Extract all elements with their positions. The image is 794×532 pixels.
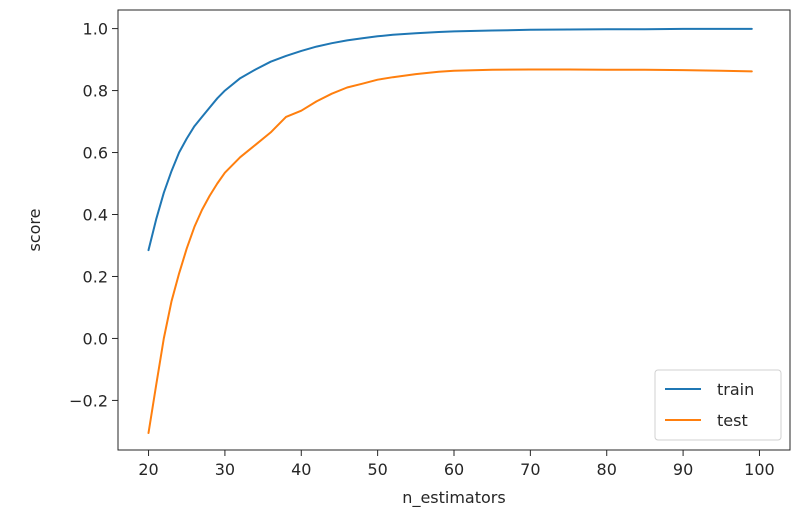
y-tick-label: 0.4 xyxy=(83,206,108,225)
x-tick-label: 100 xyxy=(744,460,775,479)
x-axis: 20 30 40 50 60 70 80 90 100 xyxy=(138,450,775,479)
x-tick-label: 60 xyxy=(444,460,464,479)
y-tick-label: 1.0 xyxy=(83,20,108,39)
x-axis-label: n_estimators xyxy=(402,488,505,508)
y-axis: −0.2 0.0 0.2 0.4 0.6 0.8 1.0 xyxy=(69,20,118,410)
series-layer xyxy=(147,27,753,434)
series-line-test xyxy=(147,68,753,434)
legend-box xyxy=(654,369,782,441)
x-tick-label: 80 xyxy=(597,460,617,479)
plot-frame xyxy=(117,9,791,451)
legend-label-train: train xyxy=(717,380,754,399)
y-tick-label: 0.2 xyxy=(83,267,108,286)
series-line-train xyxy=(147,27,753,252)
x-tick-label: 20 xyxy=(138,460,158,479)
y-tick-label: 0.0 xyxy=(83,329,108,348)
y-tick-label: 0.6 xyxy=(83,144,108,163)
x-tick-label: 50 xyxy=(367,460,387,479)
x-tick-label: 90 xyxy=(673,460,693,479)
x-tick-label: 30 xyxy=(215,460,235,479)
x-tick-label: 40 xyxy=(291,460,311,479)
y-axis-label: score xyxy=(25,209,44,252)
x-tick-label: 70 xyxy=(520,460,540,479)
y-tick-label: −0.2 xyxy=(69,391,108,410)
legend-label-test: test xyxy=(717,411,748,430)
legend: train test xyxy=(654,369,782,441)
y-tick-label: 0.8 xyxy=(83,82,108,101)
